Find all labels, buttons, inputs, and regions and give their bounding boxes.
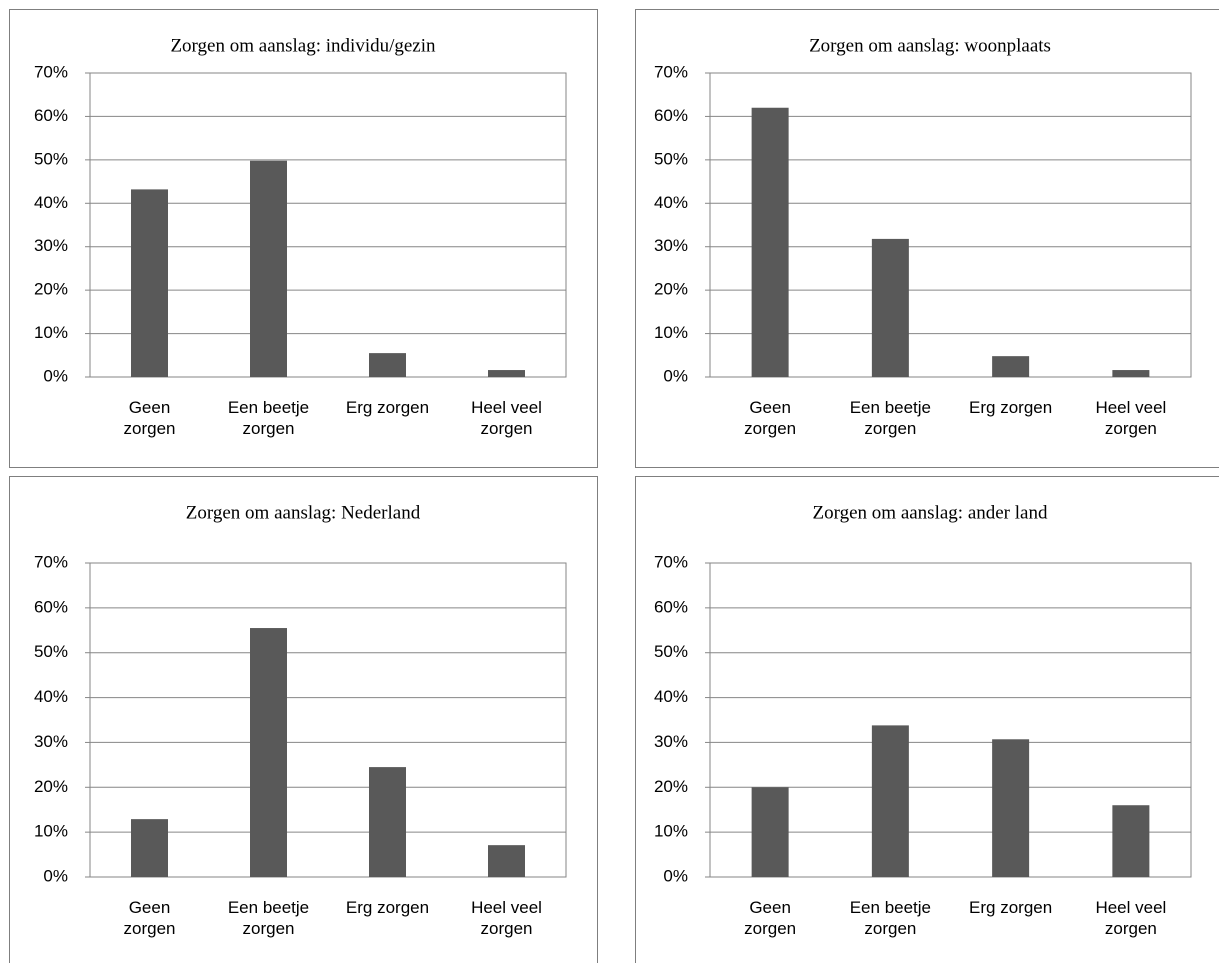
y-tick-label: 30%: [654, 732, 688, 751]
y-tick-label: 0%: [43, 366, 68, 385]
x-tick-label: Heel veel zorgen: [1095, 398, 1167, 438]
y-tick-label: 20%: [34, 777, 68, 796]
bar: [488, 845, 525, 877]
y-tick-label: 50%: [654, 149, 688, 168]
y-tick-label: 10%: [654, 323, 688, 342]
bar: [992, 356, 1030, 377]
x-tick-label: Geen zorgen: [744, 898, 797, 938]
y-tick-label: 70%: [654, 552, 688, 571]
y-tick-label: 50%: [34, 642, 68, 661]
y-tick-label: 40%: [34, 687, 68, 706]
y-tick-label: 40%: [34, 193, 68, 212]
plot-area: [709, 72, 1192, 378]
chart-title: Zorgen om aanslag: Nederland: [186, 502, 421, 523]
y-tick-label: 50%: [654, 642, 688, 661]
y-tick-label: 70%: [654, 62, 688, 81]
y-tick-label: 30%: [34, 732, 68, 751]
y-tick-label: 40%: [654, 193, 688, 212]
y-tick-label: 20%: [654, 280, 688, 299]
x-tick-label: Heel veel zorgen: [471, 398, 542, 438]
y-tick-label: 0%: [43, 866, 68, 885]
y-tick-label: 60%: [34, 597, 68, 616]
y-tick-label: 70%: [34, 62, 68, 81]
x-tick-label: Erg zorgen: [345, 398, 430, 417]
bar: [1112, 805, 1150, 877]
bar: [250, 160, 287, 377]
y-tick-label: 20%: [34, 280, 68, 299]
chart-frame: [9, 9, 598, 468]
chart-frame: [9, 476, 598, 963]
y-tick-label: 0%: [663, 866, 688, 885]
y-tick-label: 70%: [34, 552, 68, 571]
bar: [488, 370, 525, 377]
chart-title: Zorgen om aanslag: ander land: [813, 502, 1048, 523]
x-tick-label: Een beetje zorgen: [227, 898, 310, 938]
y-tick-label: 10%: [34, 323, 68, 342]
bar: [131, 819, 168, 877]
y-tick-label: 40%: [654, 687, 688, 706]
x-tick-label: Geen zorgen: [744, 398, 797, 438]
bar: [1112, 370, 1150, 377]
plot-area: [709, 562, 1192, 878]
x-tick-label: Geen zorgen: [123, 898, 176, 938]
y-tick-label: 30%: [34, 236, 68, 255]
chart-title: Zorgen om aanslag: woonplaats: [809, 35, 1051, 56]
plot-area: [89, 72, 567, 378]
chart-title: Zorgen om aanslag: individu/gezin: [170, 35, 436, 56]
x-tick-label: Heel veel zorgen: [1095, 898, 1167, 938]
bar: [992, 739, 1030, 877]
y-tick-label: 50%: [34, 149, 68, 168]
x-tick-label: Een beetje zorgen: [227, 398, 310, 438]
x-tick-label: Heel veel zorgen: [471, 898, 542, 938]
y-tick-label: 60%: [34, 106, 68, 125]
bar: [751, 787, 789, 877]
bar: [369, 767, 406, 877]
chart-frame: [635, 9, 1219, 468]
bar: [250, 628, 287, 877]
x-tick-label: Erg zorgen: [345, 898, 430, 917]
bar: [369, 353, 406, 377]
y-tick-label: 60%: [654, 106, 688, 125]
x-tick-label: Een beetje zorgen: [849, 898, 932, 938]
y-tick-label: 30%: [654, 236, 688, 255]
bar: [871, 725, 909, 877]
bar: [871, 238, 909, 377]
y-tick-label: 60%: [654, 597, 688, 616]
x-tick-label: Erg zorgen: [969, 898, 1053, 917]
y-tick-label: 0%: [663, 366, 688, 385]
y-tick-label: 20%: [654, 777, 688, 796]
y-tick-label: 10%: [654, 822, 688, 841]
x-tick-label: Geen zorgen: [123, 398, 176, 438]
chart-frame: [635, 476, 1219, 963]
plot-area: [89, 562, 567, 878]
x-tick-label: Een beetje zorgen: [849, 398, 932, 438]
bar: [131, 189, 168, 377]
y-tick-label: 10%: [34, 822, 68, 841]
x-tick-label: Erg zorgen: [969, 398, 1053, 417]
bar: [751, 107, 789, 377]
